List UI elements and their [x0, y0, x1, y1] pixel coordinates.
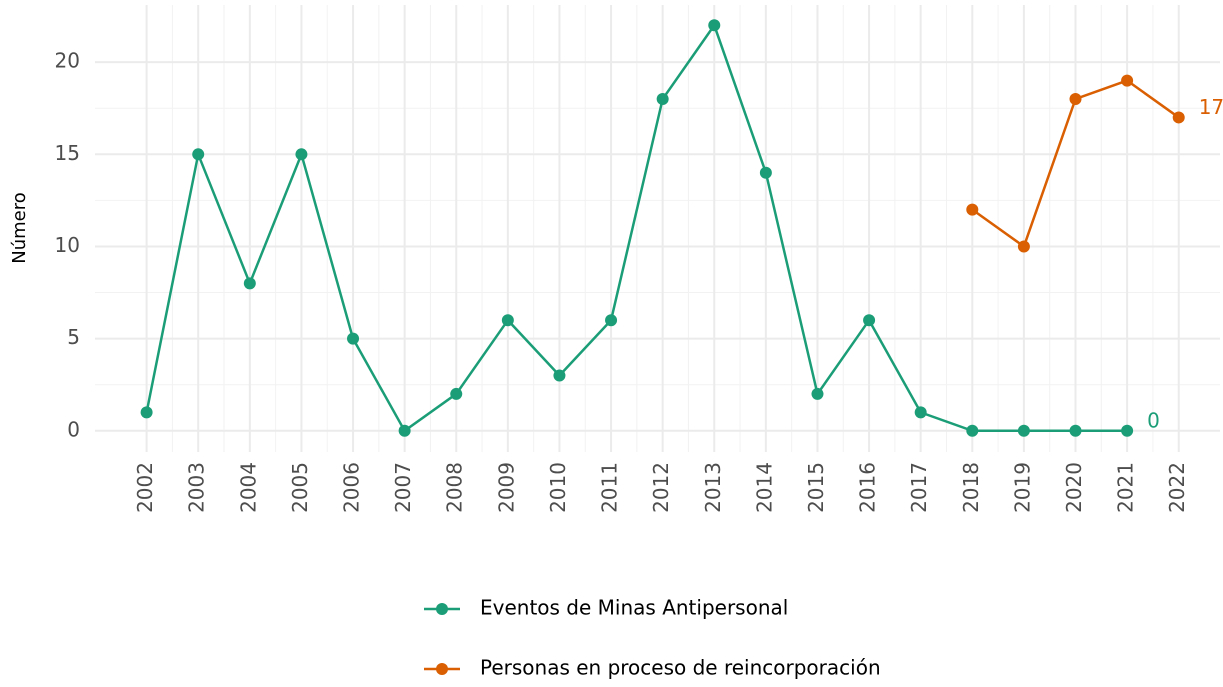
data-label: 17 [1199, 95, 1223, 119]
point [605, 314, 618, 327]
point [192, 148, 205, 161]
x-tick-label: 2008 [443, 462, 467, 513]
x-tick-label: 2010 [546, 462, 570, 513]
y-tick-label: 5 [67, 325, 80, 349]
x-tick-label: 2007 [391, 462, 415, 513]
legend-point [436, 603, 448, 615]
data-label: 0 [1147, 408, 1160, 432]
point [553, 369, 566, 382]
legend-label: Eventos de Minas Antipersonal [480, 596, 788, 620]
x-tick-label: 2014 [752, 462, 776, 513]
x-tick-label: 2013 [701, 462, 725, 513]
point [708, 19, 721, 32]
y-tick-label: 20 [55, 49, 80, 73]
point [1121, 424, 1134, 437]
x-tick-label: 2011 [598, 462, 622, 513]
x-tick-label: 2003 [185, 462, 209, 513]
point [347, 332, 360, 345]
legend-label: Personas en proceso de reincorporación [480, 656, 881, 680]
x-tick-label: 2021 [1114, 462, 1138, 513]
point [398, 424, 411, 437]
x-tick-label: 2016 [856, 462, 880, 513]
x-tick-label: 2002 [133, 462, 157, 513]
point [811, 387, 824, 400]
x-tick-label: 2012 [649, 462, 673, 513]
x-tick-label: 2018 [959, 462, 983, 513]
series-line [145, 22, 1128, 433]
x-tick-label: 2009 [494, 462, 518, 513]
point [966, 203, 979, 216]
point [450, 387, 463, 400]
y-tick-label: 10 [55, 233, 80, 257]
x-tick-label: 2020 [1062, 462, 1086, 513]
x-tick-label: 2004 [236, 462, 260, 513]
point [1017, 424, 1030, 437]
point [863, 314, 876, 327]
point [656, 93, 669, 106]
point [914, 406, 927, 419]
x-tick-label: 2017 [907, 462, 931, 513]
x-tick-label: 2005 [288, 462, 312, 513]
point [1069, 93, 1082, 106]
y-tick-label: 15 [55, 141, 80, 165]
y-tick-label: 0 [67, 417, 80, 441]
point [966, 424, 979, 437]
legend-point [436, 663, 448, 675]
point [1121, 74, 1134, 87]
point [140, 406, 153, 419]
point [1069, 424, 1082, 437]
x-tick-label: 2006 [340, 462, 364, 513]
point [501, 314, 514, 327]
point [1017, 240, 1030, 253]
point [243, 277, 256, 290]
point [759, 166, 772, 179]
x-tick-label: 2019 [1010, 462, 1034, 513]
point [295, 148, 308, 161]
x-tick-label: 2022 [1165, 462, 1189, 513]
point [1172, 111, 1185, 124]
x-tick-label: 2015 [804, 462, 828, 513]
y-axis-label: Número [9, 192, 30, 264]
